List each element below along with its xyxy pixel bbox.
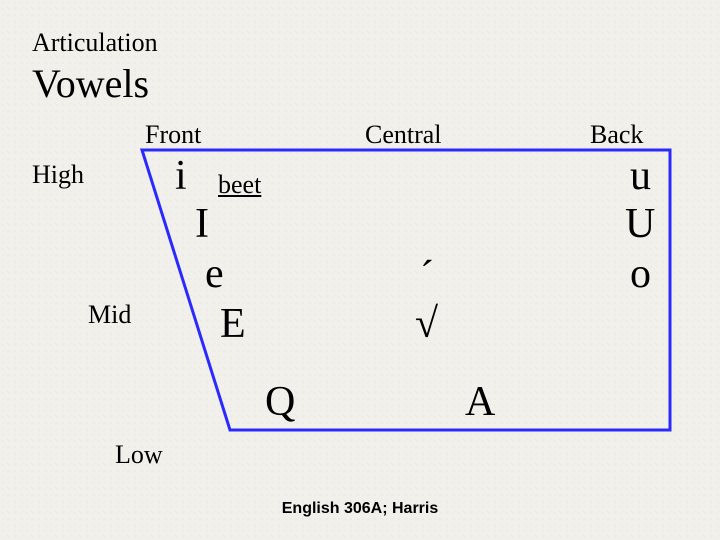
footer-text: English 306A; Harris <box>0 500 720 518</box>
vowel-U: U <box>625 200 655 248</box>
vowel-schwa: ´ <box>420 252 434 300</box>
slide-stage: Articulation Vowels Front Central Back H… <box>0 0 720 540</box>
title: Vowels <box>32 60 149 107</box>
vowel-I: I <box>195 200 209 248</box>
vowel-Q: Q <box>265 378 295 426</box>
label-central: Central <box>365 120 442 150</box>
vowel-u: u <box>630 152 651 200</box>
label-front: Front <box>145 120 201 150</box>
vowel-o: o <box>630 250 651 298</box>
vowel-A: A <box>465 378 495 426</box>
supertitle: Articulation <box>32 28 158 58</box>
vowel-caret: √ <box>415 300 438 348</box>
vowel-i-example: beet <box>218 170 261 200</box>
vowel-i: i <box>175 152 187 200</box>
vowel-e: e <box>205 250 224 298</box>
label-back: Back <box>590 120 643 150</box>
label-high: High <box>32 160 84 190</box>
vowel-E: E <box>220 300 246 348</box>
label-low: Low <box>115 440 163 470</box>
label-mid: Mid <box>88 300 131 330</box>
